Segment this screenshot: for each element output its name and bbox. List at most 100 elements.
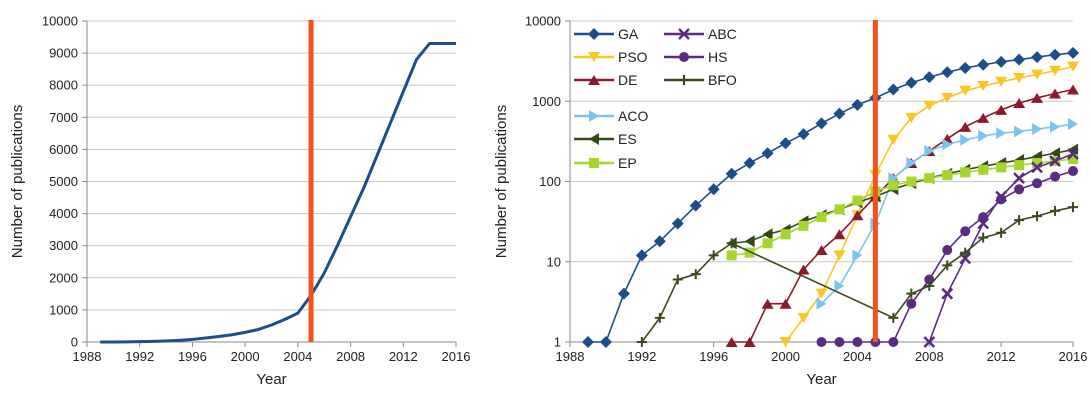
series-pso-point	[815, 288, 828, 299]
series-de-point	[1031, 92, 1044, 103]
series-es-point	[744, 235, 755, 248]
series-ga-point	[743, 157, 756, 170]
series-hs-point	[1050, 171, 1061, 182]
series-bfo-line	[641, 206, 1074, 343]
series-ga-point	[689, 199, 702, 212]
x-tick-label: 1996	[699, 349, 728, 364]
x-tick-label: 2000	[771, 349, 800, 364]
legend-item-de: DE	[574, 72, 637, 88]
series-ga-point	[905, 76, 918, 89]
series-ep-point	[852, 195, 863, 206]
series-ga-point	[653, 235, 666, 248]
series-bfo-point	[1014, 215, 1025, 226]
y-tick-label: 4000	[49, 206, 78, 221]
x-tick-label: 1992	[125, 349, 154, 364]
series-ga-point	[599, 336, 612, 348]
legend-item-hs: HS	[664, 49, 727, 65]
series-pso-point	[1031, 69, 1044, 80]
y-tick-labels: 0 1000 2000 3000 4000 5000 6000 7000 8000 9000 100…	[42, 14, 78, 350]
legend-item-pso: PSO	[574, 49, 648, 65]
x-tick-label: 2016	[442, 349, 471, 364]
series-ga-point	[977, 58, 990, 71]
y-tick-label: 1000	[532, 94, 561, 109]
series-bfo-point	[654, 312, 665, 323]
x-tick-label: 2008	[915, 349, 944, 364]
series-aco-point	[1032, 123, 1043, 136]
series-aco-point	[924, 144, 935, 157]
series-bfo-point	[888, 312, 899, 323]
series-bfo-point	[978, 232, 989, 243]
series-aco-point	[960, 133, 971, 146]
series-aco-point	[978, 129, 989, 142]
series-hs-point	[1014, 184, 1025, 195]
series-aco-point	[834, 279, 845, 292]
series-es	[726, 143, 1078, 250]
legend-item-ep: EP	[574, 155, 637, 171]
x-tick-label: 1996	[178, 349, 207, 364]
chart-publications-by-algorithm: 1 10 100 1000 10000 1988 1992 1996 2000 2004 2008 2…	[493, 14, 1087, 389]
series-ga-point	[779, 137, 792, 150]
series-ga-point	[617, 287, 630, 300]
y-axis-title: Number of publications	[493, 105, 510, 258]
series-ga-point	[635, 249, 648, 262]
y-axis-title: Number of publications	[9, 105, 26, 258]
legend-label: ACO	[618, 108, 648, 124]
legend-item-es: ES	[574, 131, 637, 147]
series-ga-point	[887, 83, 900, 96]
series-pso-point	[1067, 61, 1079, 72]
legend-marker	[678, 28, 690, 40]
series-pso-point	[923, 100, 936, 111]
series-ga-point	[1013, 53, 1026, 66]
legend-label: GA	[618, 26, 639, 42]
y-tick-label: 100	[539, 174, 561, 189]
y-tick-label: 9000	[49, 46, 78, 61]
series-hs-point	[888, 337, 899, 347]
legend-marker	[679, 75, 689, 85]
series-de-point	[959, 121, 972, 132]
series-pso-point	[905, 112, 918, 123]
series-es-point	[762, 228, 773, 241]
series-de-point	[779, 298, 792, 309]
series-de-point	[1013, 98, 1026, 109]
series-aco-point	[1014, 125, 1025, 138]
series-ep-point	[798, 220, 809, 231]
series-ga-point	[707, 183, 720, 196]
series-abc-point	[1049, 155, 1061, 167]
series-de-point	[815, 245, 828, 256]
series-aco-point	[942, 138, 953, 151]
series-bfo-point	[924, 280, 935, 291]
series-ga-point	[761, 147, 774, 160]
series-ep-point	[1032, 158, 1043, 169]
series-bfo-point	[636, 337, 647, 347]
legend: GA PSO DE ACO ES EP ABC HS BFO	[574, 26, 737, 171]
legend-label: PSO	[618, 49, 648, 65]
series-pso-point	[1013, 72, 1026, 83]
x-axis-title: Year	[806, 371, 836, 388]
gridlines	[82, 20, 457, 347]
series-de-point	[1049, 88, 1062, 99]
y-tick-label: 10000	[42, 14, 78, 29]
series-de-point	[1067, 84, 1079, 95]
x-tick-label: 2004	[283, 349, 312, 364]
series-ep-point	[888, 180, 899, 191]
legend-item-ga: GA	[574, 26, 639, 42]
series-line	[100, 41, 456, 344]
series-bfo-point	[906, 288, 917, 299]
series-de	[725, 84, 1079, 347]
x-tick-label: 2016	[1059, 349, 1088, 364]
series-ep-point	[1068, 154, 1078, 165]
series-ep-point	[906, 176, 917, 187]
x-tick-label: 2000	[231, 349, 260, 364]
y-tick-label: 10000	[525, 14, 561, 29]
series-ep-point	[744, 247, 755, 258]
x-tick-label: 1988	[556, 349, 585, 364]
series-ep-point	[780, 229, 791, 240]
series-ga-point	[941, 66, 954, 79]
series-bfo-point	[708, 250, 719, 261]
x-tick-label: 2004	[843, 349, 872, 364]
series-pso	[779, 61, 1079, 347]
legend-item-aco: ACO	[574, 108, 648, 124]
series-ga-point	[1067, 46, 1079, 59]
legend-marker	[589, 110, 599, 122]
series-ep-line	[731, 158, 1074, 257]
